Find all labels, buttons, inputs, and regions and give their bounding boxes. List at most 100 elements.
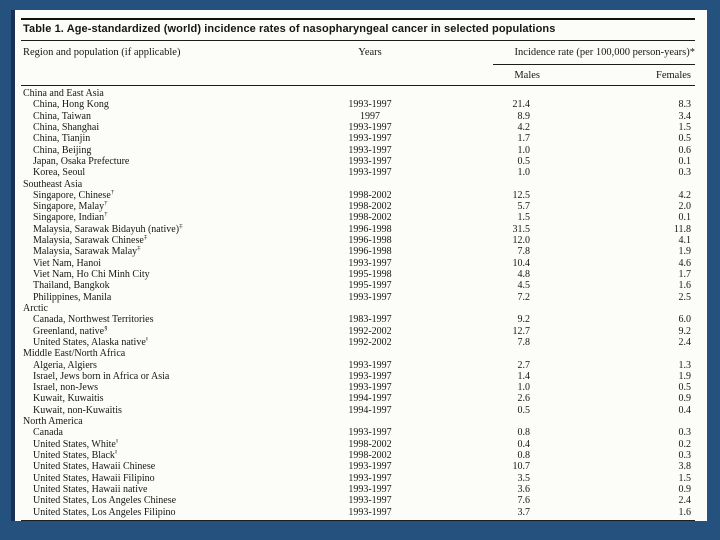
region-cell: Malaysia, Sarawak Malay‡ <box>21 246 295 257</box>
table-row: United States, Hawaii Chinese 1993-1997 10… <box>21 461 695 472</box>
females-cell: 1.3 <box>678 359 692 371</box>
table-body: China and East Asia China, Hong Kong 1993-… <box>21 86 695 518</box>
males-cell: 3.5 <box>517 472 531 484</box>
years-cell: 1993-1997 <box>348 257 392 269</box>
females-cell: 1.5 <box>678 121 692 133</box>
region-cell: Singapore, Indian† <box>21 212 295 223</box>
females-cell <box>545 303 695 314</box>
region-cell: United States, Los Angeles Filipino <box>33 506 176 518</box>
males-cell: 10.4 <box>512 257 531 269</box>
region-cell: United States, Los Angeles Chinese <box>33 495 177 507</box>
table-row: China, Beijing 1993-1997 1.0 0.6 <box>21 145 695 156</box>
region-cell: North America <box>23 416 83 428</box>
females-cell: 0.6 <box>678 144 692 156</box>
males-cell: 12.0 <box>512 235 531 247</box>
males-cell: 2.7 <box>517 359 531 371</box>
males-cell: 0.8 <box>517 450 531 461</box>
region-cell: Canada, Northwest Territories <box>33 314 154 326</box>
region-cell: Malaysia, Sarawak Bidayuh (native)‡ <box>21 224 295 235</box>
males-cell: 21.4 <box>512 99 531 111</box>
years-cell: 1993-1997 <box>348 155 392 167</box>
males-cell: 4.2 <box>517 121 531 133</box>
females-cell: 3.8 <box>678 461 692 473</box>
years-cell: 1993-1997 <box>348 370 392 382</box>
females-cell: 0.3 <box>678 427 692 439</box>
years-cell: 1993-1997 <box>348 461 392 473</box>
males-cell: 7.8 <box>517 246 531 258</box>
region-cell: Middle East/North Africa <box>23 348 126 360</box>
header-rule <box>21 85 695 86</box>
title-rule <box>21 40 695 41</box>
region-cell: China, Taiwan <box>33 110 91 122</box>
females-cell: 1.9 <box>678 246 692 258</box>
region-cell: China and East Asia <box>23 88 104 99</box>
table-row: United States, Hawaii Filipino 1993-1997 3… <box>21 473 695 484</box>
table-row: Thailand, Bangkok 1995-1997 4.5 1.6 <box>21 280 695 291</box>
footnote-mark: ‡ <box>137 246 141 253</box>
females-cell <box>545 416 695 427</box>
table-row: United States, Los Angeles Chinese 1993-1… <box>21 495 695 506</box>
table-row: China, Hong Kong 1993-1997 21.4 8.3 <box>21 99 695 110</box>
table-row: Greenland, native§ 1992-2002 12.7 9.2 <box>21 326 695 337</box>
region-cell: Philippines, Manila <box>33 291 112 303</box>
females-cell: 4.1 <box>678 235 692 247</box>
males-cell: 0.4 <box>517 438 531 450</box>
females-cell: 0.5 <box>678 133 692 145</box>
region-cell: Singapore, Malay† <box>21 201 295 212</box>
females-cell: 1.6 <box>678 280 692 292</box>
females-cell: 1.7 <box>678 269 692 280</box>
column-header-females: Females <box>656 70 691 81</box>
footnote-mark: ‖ <box>145 336 148 343</box>
table-row: Kuwait, non-Kuwaitis 1994-1997 0.5 0.4 <box>21 405 695 416</box>
males-cell: 1.4 <box>517 370 531 382</box>
region-cell: Canada <box>33 427 63 439</box>
males-cell <box>445 179 545 190</box>
females-cell: 4.2 <box>678 189 692 201</box>
females-cell: 1.6 <box>678 506 692 518</box>
section-header-row: Southeast Asia <box>21 179 695 190</box>
section-header-row: North America <box>21 416 695 427</box>
years-cell: 1993-1997 <box>348 291 392 303</box>
table-row: Viet Nam, Ho Chi Minh City 1995-1998 4.8 1.… <box>21 269 695 280</box>
region-cell: United States, Alaska native‖ <box>21 337 295 348</box>
years-cell: 1997 <box>360 110 380 122</box>
region-cell: Southeast Asia <box>23 178 83 190</box>
years-cell: 1992-2002 <box>348 336 392 348</box>
females-cell <box>545 348 695 359</box>
years-cell: 1994-1997 <box>348 393 392 405</box>
females-cell: 0.9 <box>678 483 692 495</box>
table-row: United States, White‖ 1998-2002 0.4 0.2 <box>21 439 695 450</box>
region-cell: Israel, Jews born in Africa or Asia <box>33 370 170 382</box>
table-row: Malaysia, Sarawak Bidayuh (native)‡ 1996-… <box>21 224 695 235</box>
males-cell <box>445 88 545 99</box>
years-cell: 1995-1997 <box>348 280 392 292</box>
table-row: Malaysia, Sarawak Malay‡ 1996-1998 7.8 1.9 <box>21 246 695 257</box>
males-cell <box>445 416 545 427</box>
males-cell: 4.8 <box>517 269 531 280</box>
table-header: Region and population (if applicable) Ye… <box>21 41 695 85</box>
males-cell: 3.7 <box>517 506 531 518</box>
table-row: Singapore, Malay† 1998-2002 5.7 2.0 <box>21 201 695 212</box>
years-cell <box>295 179 445 190</box>
years-cell <box>295 416 445 427</box>
years-cell: 1993-1997 <box>348 121 392 133</box>
table-row: China, Taiwan 1997 8.9 3.4 <box>21 111 695 122</box>
region-cell: China, Beijing <box>33 144 92 156</box>
column-header-region: Region and population (if applicable) <box>23 47 181 58</box>
females-cell: 6.0 <box>678 314 692 326</box>
males-cell: 8.9 <box>517 110 531 122</box>
males-cell: 2.6 <box>517 393 531 405</box>
section-header-row: Middle East/North Africa <box>21 348 695 359</box>
region-cell: United States, White‖ <box>21 439 295 450</box>
females-cell: 2.5 <box>678 291 692 303</box>
years-cell: 1996-1998 <box>348 223 392 235</box>
females-cell: 0.1 <box>678 212 692 224</box>
region-cell: Kuwait, Kuwaitis <box>33 393 104 405</box>
years-cell: 1983-1997 <box>348 314 392 326</box>
footnote-mark: § <box>104 325 108 332</box>
males-cell: 1.0 <box>517 167 531 179</box>
years-cell: 1993-1997 <box>348 359 392 371</box>
females-cell: 4.6 <box>678 257 692 269</box>
males-cell: 0.5 <box>517 155 531 167</box>
